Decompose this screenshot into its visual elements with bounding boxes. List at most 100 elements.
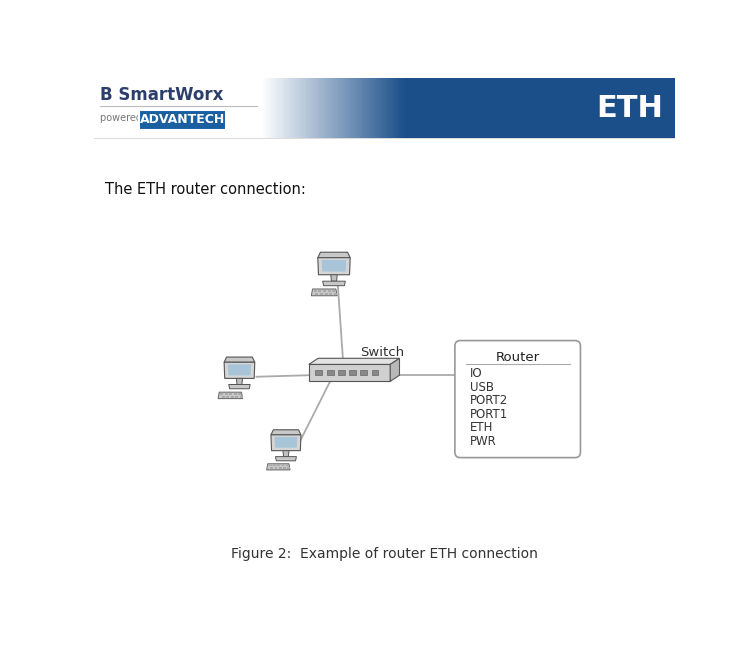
Bar (375, 78, 376, 138)
Bar (356, 78, 358, 138)
Bar (287, 467, 290, 469)
Bar (329, 293, 332, 294)
Bar (313, 78, 314, 138)
Polygon shape (271, 430, 301, 435)
Bar (357, 78, 358, 138)
Bar (393, 78, 394, 138)
Bar (234, 393, 236, 395)
Bar (351, 78, 352, 138)
Bar (284, 78, 286, 138)
Bar (276, 78, 278, 138)
Bar (230, 393, 232, 395)
Bar (336, 78, 338, 138)
Bar (331, 78, 332, 138)
Polygon shape (275, 456, 296, 461)
Polygon shape (266, 463, 290, 470)
Bar (360, 369, 368, 375)
Bar (272, 78, 273, 138)
Bar (369, 78, 370, 138)
Bar (380, 78, 382, 138)
Bar (314, 290, 316, 292)
Bar (320, 293, 323, 294)
Bar (349, 369, 356, 375)
Bar (353, 78, 356, 138)
Bar (304, 78, 306, 138)
Polygon shape (228, 365, 251, 375)
Bar (322, 78, 324, 138)
Bar (226, 396, 230, 398)
Bar (338, 78, 340, 138)
Bar (220, 393, 224, 395)
Bar (306, 78, 308, 138)
Bar (370, 78, 372, 138)
Bar (399, 78, 400, 138)
Bar (349, 78, 350, 138)
Bar (330, 78, 332, 138)
Bar (264, 78, 266, 138)
Bar (286, 465, 289, 467)
Bar (94, 78, 260, 138)
Polygon shape (236, 378, 242, 385)
Bar (274, 78, 276, 138)
Bar (383, 78, 385, 138)
Bar (374, 78, 376, 138)
Bar (319, 290, 322, 292)
Bar (385, 78, 386, 138)
Bar (381, 78, 382, 138)
Bar (319, 78, 320, 138)
Bar (350, 78, 352, 138)
Polygon shape (274, 437, 297, 448)
Bar (391, 78, 392, 138)
Bar (367, 78, 368, 138)
Bar (392, 78, 394, 138)
Bar (302, 78, 304, 138)
Bar (377, 78, 379, 138)
Polygon shape (322, 260, 346, 272)
Bar (270, 78, 272, 138)
Bar (394, 78, 396, 138)
Text: Figure 2:  Example of router ETH connection: Figure 2: Example of router ETH connecti… (231, 547, 538, 561)
Bar (400, 78, 402, 138)
Bar (315, 293, 318, 294)
Polygon shape (224, 357, 255, 362)
Bar (326, 78, 328, 138)
Bar (363, 78, 364, 138)
Bar (340, 78, 342, 138)
Bar (315, 369, 322, 375)
Bar (338, 369, 345, 375)
Bar (309, 78, 311, 138)
Bar (277, 78, 279, 138)
Bar (260, 78, 262, 138)
Bar (365, 78, 367, 138)
Bar (307, 78, 308, 138)
Bar (262, 78, 264, 138)
Bar (358, 78, 360, 138)
Text: The ETH router connection:: The ETH router connection: (105, 182, 306, 197)
Bar (324, 78, 326, 138)
Bar (328, 78, 330, 138)
Bar (298, 78, 299, 138)
Polygon shape (390, 358, 400, 382)
Polygon shape (224, 362, 255, 378)
Bar (288, 78, 290, 138)
Bar (401, 78, 403, 138)
Bar (337, 78, 338, 138)
Bar (404, 78, 675, 138)
Bar (355, 78, 356, 138)
Bar (314, 78, 316, 138)
Bar (262, 78, 263, 138)
Bar (403, 78, 404, 138)
Polygon shape (311, 289, 337, 296)
Bar (222, 396, 225, 398)
Text: ETH: ETH (596, 94, 663, 123)
Bar (282, 78, 284, 138)
Bar (328, 290, 331, 292)
Bar (333, 78, 334, 138)
Bar (371, 78, 373, 138)
Polygon shape (322, 281, 345, 286)
Bar (279, 467, 281, 469)
Text: Router: Router (496, 351, 540, 364)
Bar (268, 465, 272, 467)
Bar (240, 396, 242, 398)
Bar (268, 78, 270, 138)
